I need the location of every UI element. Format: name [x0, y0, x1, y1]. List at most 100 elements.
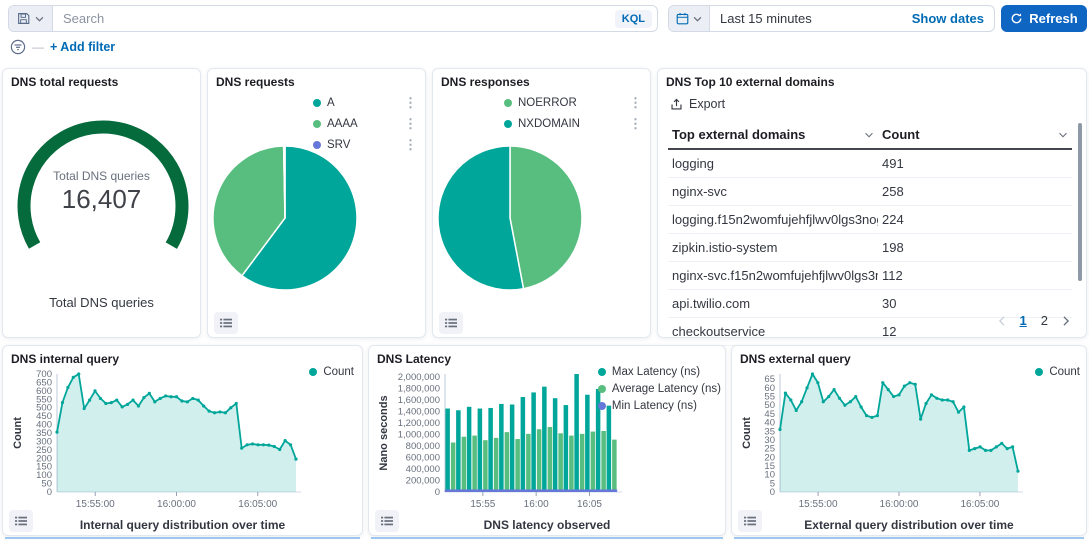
refresh-label: Refresh — [1029, 11, 1077, 26]
panel-dns-internal-query: DNS internal query 050100150200250300350… — [2, 345, 363, 536]
cell-domain: zipkin.istio-system — [668, 234, 878, 261]
legend-item-noerror[interactable]: NOERROR ⋮ — [504, 95, 642, 111]
cell-domain: nginx-svc.f15n2womfujehfjlwv0lgs3no... — [668, 262, 878, 289]
panel-title: DNS internal query — [11, 352, 119, 366]
column-header-count[interactable]: Count — [878, 121, 1072, 148]
pie-slice-NOERROR[interactable] — [510, 146, 582, 289]
panel-title: DNS total requests — [11, 75, 118, 89]
legend-dot — [504, 99, 512, 107]
legend-item-max-latency-ns-[interactable]: Max Latency (ns) — [598, 366, 721, 378]
legend-label: Average Latency (ns) — [612, 383, 721, 395]
table-row: nginx-svc.f15n2womfujehfjlwv0lgs3no...11… — [668, 262, 1072, 290]
panel-title: DNS Top 10 external domains — [666, 75, 835, 89]
x-axis-title: DNS latency observed — [369, 518, 725, 532]
legend-toggle-button[interactable] — [738, 510, 762, 532]
svg-text:65: 65 — [764, 374, 775, 385]
svg-text:16:00: 16:00 — [524, 499, 549, 510]
svg-text:16:05: 16:05 — [577, 499, 602, 510]
export-button[interactable]: Export — [670, 97, 725, 111]
pagination-page-1[interactable]: 1 — [1020, 313, 1027, 328]
legend-dot — [309, 368, 317, 376]
legend-toggle-button[interactable] — [9, 510, 33, 532]
legend-item-nxdomain[interactable]: NXDOMAIN ⋮ — [504, 116, 642, 132]
pagination-next-icon[interactable] — [1062, 316, 1070, 326]
cell-count: 224 — [878, 206, 1072, 233]
chevron-down-icon — [693, 16, 702, 22]
svg-text:2,000,000: 2,000,000 — [398, 372, 440, 383]
filter-bar: — + Add filter — [10, 38, 115, 56]
table-row: logging.f15n2womfujehfjlwv0lgs3nog....22… — [668, 206, 1072, 234]
legend-item-average-latency-ns-[interactable]: Average Latency (ns) — [598, 383, 721, 395]
table-scrollbar[interactable] — [1078, 123, 1082, 281]
legend-item-count[interactable]: Count — [309, 366, 354, 378]
panel-dns-external-query: DNS external query 051015202530354045505… — [731, 345, 1087, 536]
legend-toggle-button[interactable] — [375, 510, 399, 532]
legend-item-min-latency-ns-[interactable]: Min Latency (ns) — [598, 400, 721, 412]
svg-text:16:05:00: 16:05:00 — [960, 499, 999, 510]
cell-domain: checkoutservice — [668, 318, 878, 345]
legend-label: NXDOMAIN — [518, 118, 580, 130]
table-row: nginx-svc258 — [668, 178, 1072, 206]
refresh-button[interactable]: Refresh — [1001, 5, 1087, 32]
legend-item-aaaa[interactable]: AAAA⋮ — [313, 116, 417, 132]
legend-more-icon[interactable]: ⋮ — [619, 95, 642, 111]
legend-toggle-button[interactable] — [214, 312, 238, 334]
search-input[interactable] — [53, 6, 615, 31]
svg-text:700: 700 — [36, 369, 52, 380]
pie-slice-NXDOMAIN[interactable] — [438, 146, 524, 290]
panel-dns-latency: DNS Latency 0200,000400,000600,000800,00… — [368, 345, 726, 536]
panel-dns-requests: DNS requests A⋮ AAAA⋮ SRV ⋮ — [207, 68, 426, 338]
export-label: Export — [689, 97, 725, 111]
legend-dot — [598, 385, 606, 393]
svg-text:1,600,000: 1,600,000 — [398, 395, 440, 406]
table-pagination: 12 — [998, 313, 1070, 328]
x-axis-title: External query distribution over time — [732, 518, 1086, 532]
cell-count: 491 — [878, 150, 1072, 177]
legend-more-icon[interactable]: ⋮ — [394, 137, 417, 153]
show-dates-button[interactable]: Show dates — [912, 11, 984, 26]
svg-text:16:00:00: 16:00:00 — [157, 499, 196, 510]
legend-label: NOERROR — [518, 97, 577, 109]
legend-toggle-button[interactable] — [439, 312, 463, 334]
quick-select-button[interactable] — [669, 6, 710, 31]
pagination-page-2[interactable]: 2 — [1041, 313, 1048, 328]
kql-button[interactable]: KQL — [615, 10, 652, 28]
svg-text:16:00:00: 16:00:00 — [880, 499, 919, 510]
pie-chart[interactable] — [210, 143, 360, 293]
panel-dns-top-domains: DNS Top 10 external domains Export Top e… — [657, 68, 1087, 338]
column-header-domains[interactable]: Top external domains — [668, 121, 878, 148]
legend-label: Max Latency (ns) — [612, 366, 700, 378]
legend-label: Count — [323, 366, 354, 378]
gauge-chart[interactable] — [8, 111, 198, 301]
svg-text:1,400,000: 1,400,000 — [398, 406, 440, 417]
area-chart[interactable]: 0510152025303540455055606515:55:0016:00:… — [740, 368, 1080, 518]
filter-icon[interactable] — [10, 39, 26, 55]
legend-more-icon[interactable]: ⋮ — [619, 116, 642, 132]
legend-label: SRV — [327, 139, 350, 151]
add-filter-button[interactable]: + Add filter — [50, 40, 115, 54]
svg-text:Count: Count — [12, 417, 24, 449]
svg-text:1,200,000: 1,200,000 — [398, 418, 440, 429]
refresh-icon — [1010, 12, 1023, 25]
panel-title: DNS requests — [216, 75, 295, 89]
sort-chevron-icon — [1058, 132, 1068, 138]
legend-dot — [313, 99, 321, 107]
sort-chevron-icon — [864, 132, 874, 138]
legend-more-icon[interactable]: ⋮ — [394, 95, 417, 111]
cell-domain: api.twilio.com — [668, 290, 878, 317]
legend-item-count[interactable]: Count — [1035, 366, 1080, 378]
svg-text:800,000: 800,000 — [406, 441, 440, 452]
saved-query-button[interactable] — [9, 6, 53, 31]
svg-text:Count: Count — [741, 417, 753, 449]
svg-text:15:55: 15:55 — [470, 499, 495, 510]
legend-item-srv[interactable]: SRV ⋮ — [313, 137, 417, 153]
time-range-value[interactable]: Last 15 minutes — [710, 6, 912, 31]
svg-text:0: 0 — [435, 487, 440, 498]
pie-chart[interactable] — [435, 143, 585, 293]
pagination-prev-icon[interactable] — [998, 316, 1006, 326]
legend-more-icon[interactable]: ⋮ — [394, 116, 417, 132]
legend-item-a[interactable]: A⋮ — [313, 95, 417, 111]
area-chart[interactable]: 0501001502002503003504004505005506006507… — [11, 368, 356, 518]
svg-text:200,000: 200,000 — [406, 475, 440, 486]
legend-label: Count — [1049, 366, 1080, 378]
